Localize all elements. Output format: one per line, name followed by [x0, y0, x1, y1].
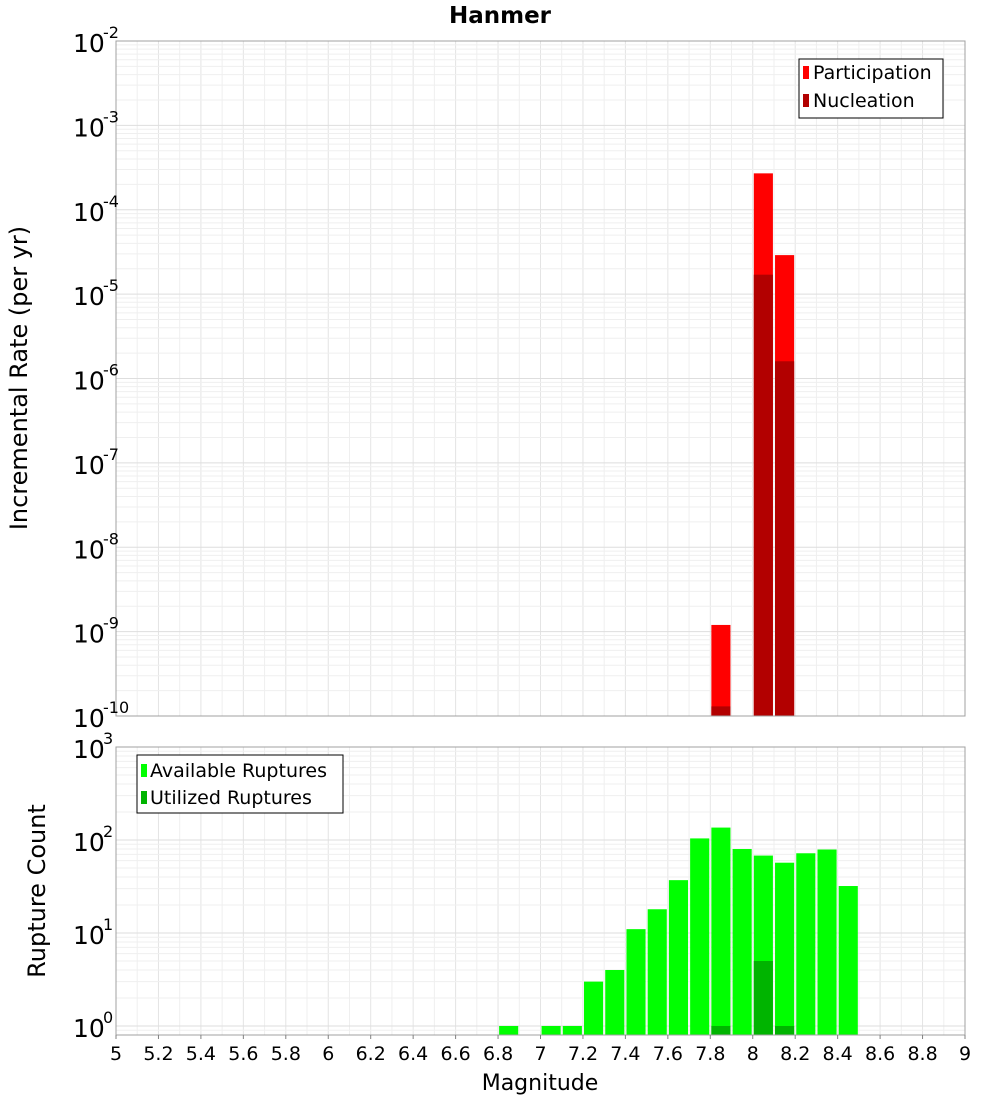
- top-grid: [115, 40, 966, 717]
- x-tick-label-5-4: 5.4: [186, 1043, 216, 1065]
- legend-swatch-nucleation: [803, 94, 809, 107]
- top-ytick--9: 10: [73, 620, 105, 649]
- x-tick-label-8-2: 8.2: [780, 1043, 810, 1065]
- top-ytick--4: 10: [73, 198, 105, 227]
- bottom-ytick-exp-3: 3: [103, 729, 113, 748]
- top-legend: Participation Nucleation: [798, 58, 944, 119]
- bottom-legend-box: [136, 754, 344, 814]
- x-tick-label-5-2: 5.2: [143, 1043, 173, 1065]
- x-tick-label-8-8: 8.8: [907, 1043, 937, 1065]
- top-ytick-exp--4: -4: [103, 192, 119, 211]
- bottom-legend: Available Ruptures Utilized Ruptures: [136, 754, 344, 814]
- x-tick-label-8: 8: [747, 1043, 759, 1065]
- bottom-bar-utilized-ruptures-8.15: [775, 1025, 795, 1035]
- x-tick-label-7-2: 7.2: [568, 1043, 598, 1065]
- bottom-bars: [499, 827, 858, 1035]
- legend-swatch-utilized: [141, 791, 147, 804]
- x-tick-label-7-6: 7.6: [653, 1043, 683, 1065]
- x-tick-label-8-6: 8.6: [865, 1043, 895, 1065]
- x-tick-label-6: 6: [322, 1043, 334, 1065]
- bottom-bar-utilized-ruptures-7.85: [711, 1025, 731, 1035]
- bottom-y-axis-label: Rupture Count: [23, 804, 51, 978]
- bottom-bar-available-ruptures-7.45: [626, 929, 646, 1035]
- top-ytick--2: 10: [73, 29, 105, 58]
- x-tick-label-7: 7: [534, 1043, 546, 1065]
- top-ytick-exp--6: -6: [103, 361, 119, 380]
- top-plot-border: [115, 40, 966, 717]
- top-legend-box: [798, 58, 944, 119]
- bottom-bar-utilized-ruptures-8.05: [753, 960, 773, 1035]
- top-ytick-exp--10: -10: [103, 698, 129, 717]
- top-bars: [711, 173, 795, 716]
- bottom-x-ticks: 5 5.2 5.4 5.6 5.8 6 6.2 6.4 6.6 6.8 7 7.2 7.4 7.6 7.8 8…: [110, 1035, 971, 1065]
- legend-swatch-available: [141, 764, 147, 777]
- legend-label-utilized: Utilized Ruptures: [150, 787, 312, 809]
- legend-label-nucleation: Nucleation: [813, 90, 915, 112]
- x-tick-label-6-4: 6.4: [398, 1043, 428, 1065]
- x-tick-label-8-4: 8.4: [823, 1043, 853, 1065]
- bottom-bar-available-ruptures-7.55: [647, 909, 667, 1035]
- bottom-bar-available-ruptures-7.75: [690, 838, 710, 1035]
- x-tick-label-5-6: 5.6: [228, 1043, 258, 1065]
- x-tick-label-7-4: 7.4: [610, 1043, 640, 1065]
- bottom-bar-available-ruptures-8.25: [796, 853, 816, 1035]
- bottom-bar-available-ruptures-7.25: [584, 981, 604, 1035]
- top-ytick-exp--5: -5: [103, 276, 119, 295]
- bottom-ytick-exp-2: 2: [103, 822, 113, 841]
- top-bar-nucleation-8.15: [775, 361, 795, 716]
- top-ytick--3: 10: [73, 113, 105, 142]
- x-tick-label-5: 5: [110, 1043, 122, 1065]
- bottom-bar-available-ruptures-7.15: [562, 1025, 582, 1035]
- top-ytick--6: 10: [73, 367, 105, 396]
- bottom-ytick-3: 10: [73, 735, 105, 764]
- top-ytick-exp--9: -9: [103, 614, 119, 633]
- top-ytick-exp--2: -2: [103, 23, 119, 42]
- chart-title: Hanmer: [449, 3, 552, 29]
- legend-label-available: Available Ruptures: [150, 760, 327, 782]
- bottom-ytick-exp-0: 0: [103, 1008, 113, 1027]
- bottom-bar-available-ruptures-8.45: [838, 886, 858, 1035]
- x-tick-label-6-8: 6.8: [483, 1043, 513, 1065]
- top-ytick--5: 10: [73, 282, 105, 311]
- bottom-bar-available-ruptures-8.15: [775, 862, 795, 1035]
- x-tick-label-5-8: 5.8: [271, 1043, 301, 1065]
- top-ytick--8: 10: [73, 535, 105, 564]
- bottom-bar-available-ruptures-6.85: [499, 1025, 519, 1035]
- x-tick-label-7-8: 7.8: [695, 1043, 725, 1065]
- x-axis-label: Magnitude: [482, 1071, 599, 1096]
- bottom-ytick-0: 10: [73, 1014, 105, 1043]
- legend-swatch-participation: [803, 66, 809, 79]
- x-tick-label-9: 9: [959, 1043, 971, 1065]
- top-bar-participation-7.85: [711, 624, 731, 716]
- top-ytick--7: 10: [73, 451, 105, 480]
- top-bar-nucleation-8.05: [753, 274, 773, 716]
- legend-label-participation: Participation: [813, 62, 932, 84]
- bottom-bar-available-ruptures-8.35: [817, 849, 837, 1035]
- x-tick-label-6-2: 6.2: [356, 1043, 386, 1065]
- bottom-ytick-exp-1: 1: [103, 915, 113, 934]
- bottom-bar-available-ruptures-7.05: [541, 1025, 561, 1035]
- top-bar-nucleation-7.85: [711, 706, 731, 716]
- bottom-ytick-1: 10: [73, 921, 105, 950]
- top-ytick-exp--8: -8: [103, 529, 119, 548]
- top-y-axis-label: Incremental Rate (per yr): [5, 226, 33, 530]
- x-tick-label-6-6: 6.6: [440, 1043, 470, 1065]
- top-ytick-exp--7: -7: [103, 445, 119, 464]
- bottom-bar-available-ruptures-7.65: [668, 880, 689, 1035]
- top-ytick-exp--3: -3: [103, 107, 119, 126]
- top-ytick--10: 10: [73, 704, 105, 733]
- bottom-bar-available-ruptures-7.35: [605, 969, 625, 1035]
- bottom-ytick-2: 10: [73, 828, 105, 857]
- bottom-bar-available-ruptures-7.95: [732, 849, 752, 1035]
- bottom-bar-available-ruptures-7.85: [711, 827, 731, 1035]
